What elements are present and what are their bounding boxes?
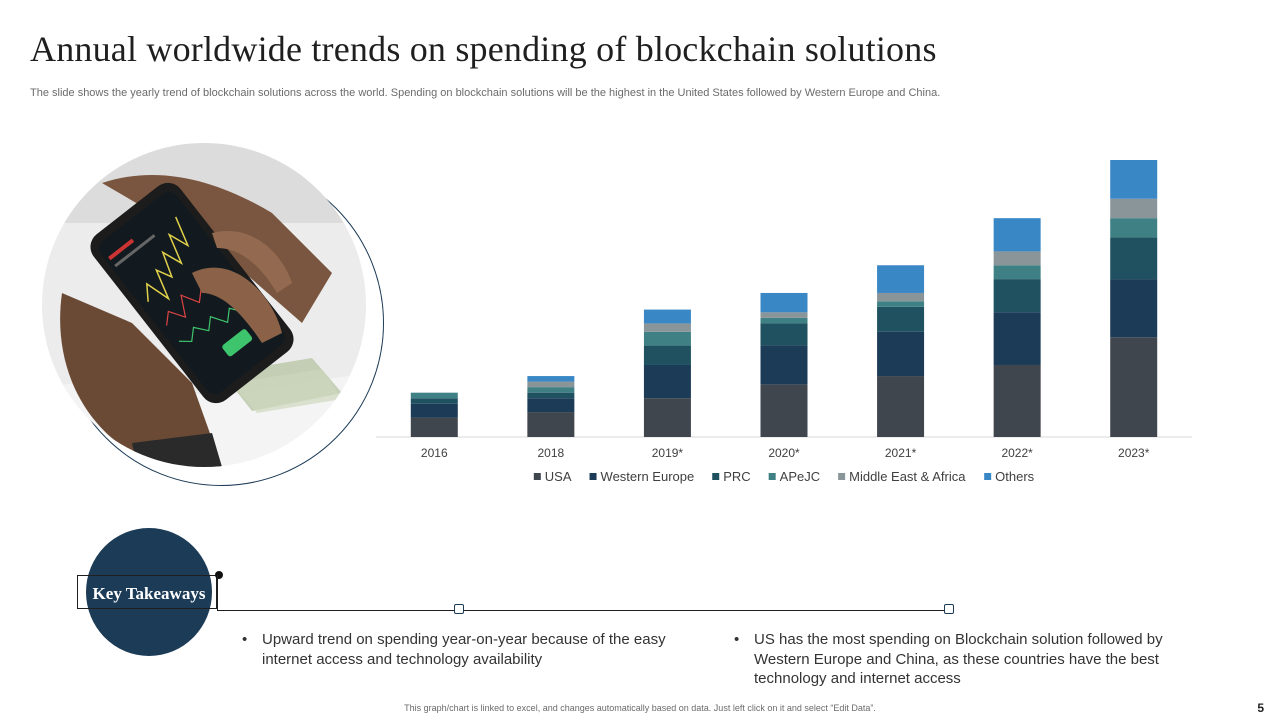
legend-swatch-prc (712, 473, 720, 480)
legend-swatch-others (984, 473, 992, 480)
bar-segment-prc-2016[interactable] (410, 398, 458, 404)
bar-segment-western-europe-2016[interactable] (410, 403, 458, 418)
connector-dot (215, 571, 223, 579)
bar-segment-others-2023[interactable] (1110, 160, 1158, 199)
legend-label-apejc: APeJC (780, 469, 820, 484)
x-tick-label: 2023* (1118, 446, 1150, 460)
legend-label-prc: PRC (723, 469, 750, 484)
stacked-bar-chart[interactable]: 2016 2018 2019* 2020* 2021* 2022* 2023* USA West… (360, 150, 1210, 500)
bar-segment-apejc-2016[interactable] (410, 392, 458, 399)
bar-segment-middle-east-africa-2022[interactable] (993, 251, 1041, 266)
bar-segment-apejc-2023[interactable] (1110, 218, 1158, 238)
bar-segment-western-europe-2020[interactable] (760, 345, 808, 385)
bar-segment-others-2019[interactable] (643, 309, 691, 324)
bar-segment-others-2018[interactable] (527, 376, 575, 382)
bullet-glyph: • (734, 631, 740, 648)
key-takeaways-frame (77, 575, 217, 609)
bar-segment-middle-east-africa-2020[interactable] (760, 312, 808, 318)
bar-segment-prc-2021[interactable] (877, 306, 925, 332)
takeaway-text-2: US has the most spending on Blockchain s… (754, 631, 1163, 687)
connector-node-2 (944, 604, 954, 614)
page-subtitle: The slide shows the yearly trend of bloc… (30, 87, 941, 99)
bar-segment-others-2020[interactable] (760, 292, 808, 313)
bar-segment-western-europe-2023[interactable] (1110, 279, 1158, 338)
bar-segment-usa-2020[interactable] (760, 384, 808, 437)
bar-segment-middle-east-africa-2018[interactable] (527, 381, 575, 388)
bullet-glyph: • (242, 631, 248, 648)
key-takeaways-circle (86, 528, 212, 656)
bar-segment-prc-2023[interactable] (1110, 237, 1158, 280)
bar-segment-usa-2022[interactable] (993, 364, 1041, 437)
bar-segment-usa-2016[interactable] (410, 417, 458, 437)
x-tick-label: 2020* (768, 446, 800, 460)
legend-label-usa: USA (545, 469, 572, 484)
bar-segment-western-europe-2021[interactable] (877, 331, 925, 377)
bar-segment-apejc-2021[interactable] (877, 301, 925, 307)
takeaway-point-2: • US has the most spending on Blockchain … (734, 630, 1174, 689)
bar-segment-apejc-2018[interactable] (527, 387, 575, 393)
smartphone-trading-photo (42, 143, 366, 467)
bar-segment-usa-2018[interactable] (527, 412, 575, 437)
bar-segment-western-europe-2018[interactable] (527, 398, 575, 413)
connector-line (217, 610, 950, 611)
x-tick-label: 2019* (652, 446, 684, 460)
bar-segment-usa-2019[interactable] (643, 398, 691, 437)
bar-segment-usa-2021[interactable] (877, 376, 925, 437)
page-title: Annual worldwide trends on spending of b… (30, 29, 937, 69)
key-takeaways-label: Key Takeaways (92, 584, 206, 603)
legend-swatch-western-europe (589, 473, 597, 480)
legend-label-others: Others (995, 469, 1035, 484)
legend-label-western-europe: Western Europe (601, 469, 695, 484)
legend-swatch-usa (533, 473, 541, 480)
legend-swatch-apejc (768, 473, 776, 480)
bar-segment-western-europe-2022[interactable] (993, 312, 1041, 365)
bar-segment-apejc-2019[interactable] (643, 331, 691, 346)
legend-label-middle-east-africa: Middle East & Africa (849, 469, 966, 484)
bar-segment-prc-2020[interactable] (760, 323, 808, 346)
bar-segment-apejc-2020[interactable] (760, 317, 808, 324)
bar-segment-others-2022[interactable] (993, 218, 1041, 252)
connector-node-1 (454, 604, 464, 614)
footer-note: This graph/chart is linked to excel, and… (404, 703, 876, 713)
takeaway-text-1: Upward trend on spending year-on-year be… (262, 631, 666, 668)
takeaway-point-1: • Upward trend on spending year-on-year b… (242, 630, 672, 669)
connector-line-vertical (217, 575, 218, 610)
bar-segment-middle-east-africa-2019[interactable] (643, 323, 691, 332)
x-tick-label: 2016 (421, 446, 448, 460)
bar-segment-apejc-2022[interactable] (993, 265, 1041, 280)
bar-segment-western-europe-2019[interactable] (643, 364, 691, 399)
x-tick-label: 2021* (885, 446, 917, 460)
bar-segment-prc-2018[interactable] (527, 392, 575, 399)
bar-segment-prc-2022[interactable] (993, 279, 1041, 313)
page-number: 5 (1257, 701, 1264, 715)
legend-swatch-middle-east-africa (838, 473, 846, 480)
bar-segment-prc-2019[interactable] (643, 345, 691, 365)
x-tick-label: 2018 (538, 446, 565, 460)
bar-segment-middle-east-africa-2023[interactable] (1110, 198, 1158, 219)
bar-segment-middle-east-africa-2021[interactable] (877, 292, 925, 302)
bar-segment-others-2021[interactable] (877, 265, 925, 293)
x-tick-label: 2022* (1001, 446, 1033, 460)
bar-segment-usa-2023[interactable] (1110, 337, 1158, 437)
